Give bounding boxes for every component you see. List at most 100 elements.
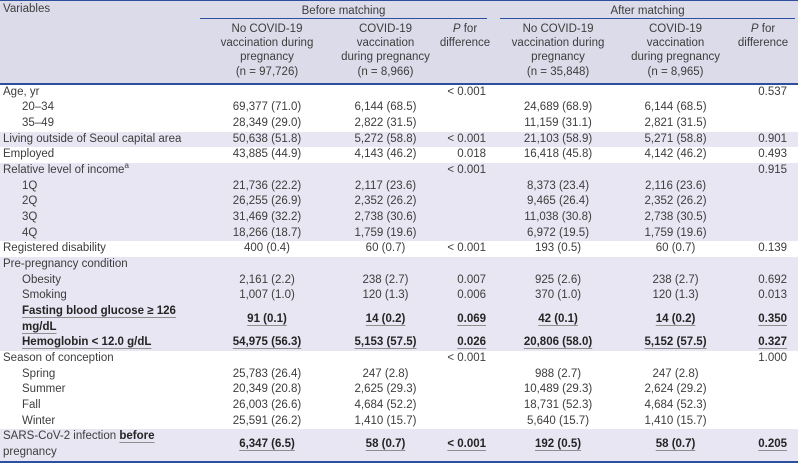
row-label: SARS-CoV-2 infection before pregnancy (0, 429, 200, 462)
value-cell: 25,591 (26.2) (232, 414, 302, 427)
value-cell: 20,349 (20.8) (232, 383, 302, 396)
after-matching-group-header: After matching (493, 0, 798, 19)
p-value-cell (728, 225, 798, 242)
value-cell: 2,117 (23.6) (334, 178, 437, 195)
footnote-marker: a (124, 161, 129, 171)
col-header-p-before: P for difference (437, 19, 494, 85)
row-label: 2Q (0, 194, 200, 211)
table-row: Fall 26,003 (26.6) 4,684 (52.2) 18,731 (52.… (0, 398, 798, 414)
row-label: Employed (3, 148, 55, 161)
row-label: 20–34 (22, 101, 54, 114)
value-cell: 192 (0.5) (493, 429, 624, 462)
table-row: Living outside of Seoul capital area 50,6… (0, 131, 798, 148)
value-cell (623, 351, 728, 367)
p-value-cell: 0.901 (728, 131, 798, 148)
p-value-cell: 0.692 (728, 272, 798, 289)
p-value-cell (728, 100, 798, 116)
value-cell: 21,736 (22.2) (200, 178, 334, 195)
value-cell: 6,144 (68.5) (644, 101, 707, 114)
row-label: 3Q (0, 210, 200, 226)
value-cell: 26,003 (26.6) (232, 398, 302, 411)
row-label: Fasting blood glucose ≥ 126 mg/dL (0, 304, 200, 336)
table-row: Relative level of incomea < 0.001 0.915 (0, 161, 798, 179)
p-value-cell (437, 257, 494, 273)
row-label: Summer (22, 383, 66, 396)
p-value-cell: < 0.001 (437, 429, 494, 462)
row-label: Living outside of Seoul capital area (0, 131, 200, 148)
p-value-cell: 0.537 (758, 85, 788, 98)
value-cell: 24,689 (68.9) (523, 101, 593, 114)
table-row: Season of conception < 0.001 1.000 (0, 351, 798, 367)
value-cell (334, 257, 437, 273)
row-label: Smoking (0, 288, 200, 304)
p-value-cell (437, 398, 493, 414)
row-label-prefix: SARS-CoV-2 infection (3, 430, 120, 443)
row-label-suffix: pregnancy (3, 445, 57, 458)
value-cell: 247 (2.8) (362, 367, 409, 380)
p-value-cell (728, 178, 798, 195)
p-value-cell: < 0.001 (447, 85, 487, 98)
value-cell: 10,489 (29.3) (523, 383, 593, 396)
value-cell: 28,349 (29.0) (232, 117, 302, 130)
value-cell: 120 (1.3) (334, 288, 437, 304)
p-value-cell (437, 210, 494, 226)
value-cell: 11,038 (30.8) (493, 210, 624, 226)
row-label: Winter (22, 414, 56, 427)
row-label: Season of conception (3, 351, 114, 364)
value-cell: 2,625 (29.3) (354, 383, 417, 396)
row-label: Age, yr (3, 85, 40, 98)
value-cell: 4,142 (46.2) (644, 148, 707, 161)
table-row: Age, yr < 0.001 0.537 (0, 84, 798, 101)
p-value-cell: 0.350 (728, 304, 798, 336)
value-cell: 1,759 (19.6) (334, 225, 437, 242)
value-cell: 5,271 (58.8) (623, 131, 729, 148)
value-cell: 25,783 (26.4) (232, 367, 302, 380)
row-label: Obesity (0, 272, 200, 289)
p-value-cell (728, 257, 798, 273)
after-matching-label: After matching (500, 5, 796, 19)
value-cell: 5,153 (57.5) (334, 335, 437, 351)
p-value-cell (728, 210, 798, 226)
p-value-cell: 0.139 (758, 242, 788, 255)
value-cell (200, 351, 334, 367)
table-row: Spring 25,783 (26.4) 247 (2.8) 988 (2.7) 247… (0, 367, 798, 383)
before-matching-group-header: Before matching (200, 0, 494, 19)
value-cell: 1,007 (1.0) (200, 288, 334, 304)
p-value-cell: < 0.001 (437, 131, 494, 148)
table-row: Obesity 2,161 (2.2) 238 (2.7) 0.007 925 (2.6… (0, 272, 798, 289)
value-cell: 2,116 (23.6) (623, 178, 729, 195)
table-row: Winter 25,591 (26.2) 1,410 (15.7) 5,640 (15… (0, 414, 798, 430)
value-cell: 2,352 (26.2) (623, 194, 729, 211)
p-value-cell (437, 178, 494, 195)
p-italic-letter: P (452, 23, 461, 35)
p-value-cell: < 0.001 (447, 242, 487, 255)
column-header-row: No COVID-19 vaccination during pregnancy… (0, 19, 798, 85)
value-cell: 58 (0.7) (623, 429, 729, 462)
value-cell: 14 (0.2) (623, 304, 729, 336)
p-value-cell: 0.915 (728, 163, 798, 179)
value-cell: 11,159 (31.1) (524, 117, 592, 130)
table-header: Variables Before matching After matching… (0, 0, 798, 85)
row-label: Hemoglobin < 12.0 g/dL (0, 335, 200, 351)
p-for-difference-text: for difference (439, 23, 491, 50)
value-cell (493, 163, 624, 179)
table-row: Smoking 1,007 (1.0) 120 (1.3) 0.006 370 (1.0… (0, 288, 798, 304)
col-header-vaccination-after: COVID-19 vaccination during pregnancy (n… (623, 19, 729, 85)
table-row: 4Q 18,266 (18.7) 1,759 (19.6) 6,972 (19.5) 1… (0, 225, 798, 242)
value-cell: 1,759 (19.6) (623, 225, 729, 242)
value-cell: 26,255 (26.9) (200, 194, 334, 211)
p-value-cell: 0.006 (437, 288, 494, 304)
row-label: Pre-pregnancy condition (0, 257, 200, 273)
row-label: Relative level of incomea (0, 161, 200, 179)
value-cell: 2,161 (2.2) (200, 272, 334, 289)
table-row: Fasting blood glucose ≥ 126 mg/dL 91 (0.1… (0, 304, 798, 336)
table-row: 2Q 26,255 (26.9) 2,352 (26.2) 9,465 (26.4) 2… (0, 194, 798, 211)
table-body: Age, yr < 0.001 0.537 20–34 69,377 (71.0) 6,1… (0, 84, 798, 462)
variables-column-header: Variables (0, 0, 200, 85)
table-row: 1Q 21,736 (22.2) 2,117 (23.6) 8,373 (23.4) 2… (0, 178, 798, 195)
row-label: Registered disability (3, 242, 106, 255)
table-row: SARS-CoV-2 infection before pregnancy 6,3… (0, 429, 798, 462)
p-value-cell: 0.205 (728, 429, 798, 462)
value-cell: 50,638 (51.8) (200, 131, 334, 148)
